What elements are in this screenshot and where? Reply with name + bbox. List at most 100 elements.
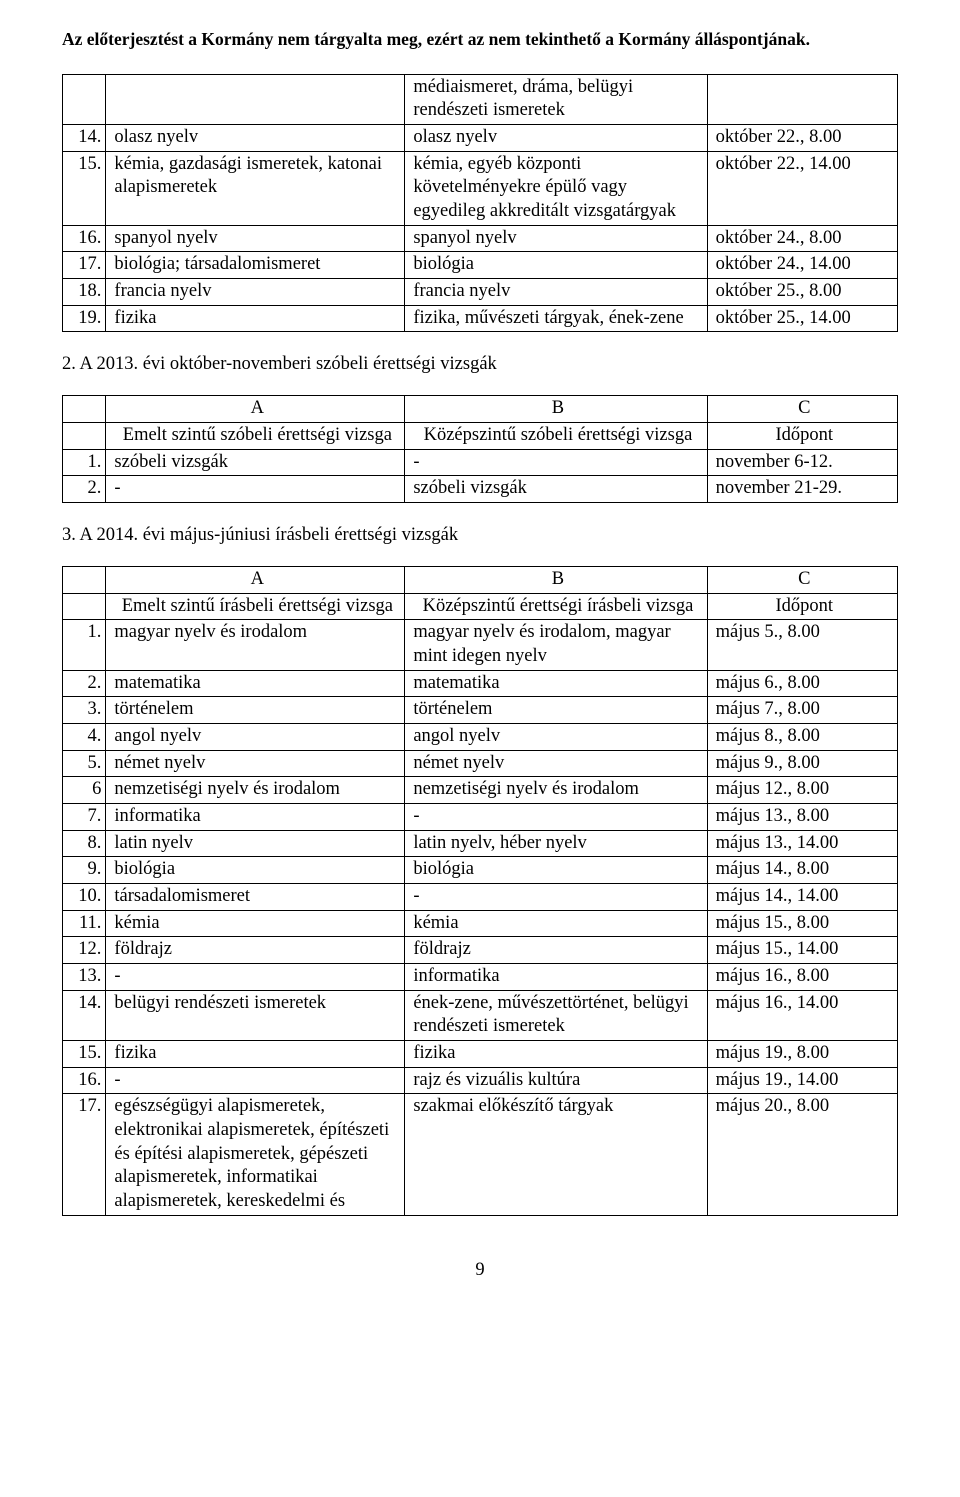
cell-c: május 8., 8.00 [707, 724, 897, 751]
table-row: 14.olasz nyelvolasz nyelvoktóber 22., 8.… [63, 124, 898, 151]
table-row: 4.angol nyelvangol nyelvmájus 8., 8.00 [63, 724, 898, 751]
cell-a: biológia; társadalomismeret [106, 252, 405, 279]
table-oct-written: médiaismeret, dráma, belügyi rendészeti … [62, 74, 898, 333]
cell-c: október 25., 14.00 [707, 305, 897, 332]
cell-b: matematika [405, 670, 707, 697]
table-row: 1.magyar nyelv és irodalommagyar nyelv é… [63, 620, 898, 670]
cell-a: - [106, 964, 405, 991]
col-desc-c: Időpont [707, 593, 897, 620]
col-label-c: C [707, 396, 897, 423]
cell-b: szóbeli vizsgák [405, 476, 707, 503]
table-row: 12.földrajzföldrajzmájus 15., 14.00 [63, 937, 898, 964]
cell-c [707, 74, 897, 124]
cell-b: történelem [405, 697, 707, 724]
cell-c: május 15., 8.00 [707, 910, 897, 937]
row-num: 7. [63, 804, 106, 831]
cell-b: német nyelv [405, 750, 707, 777]
cell-a: magyar nyelv és irodalom [106, 620, 405, 670]
page: Az előterjesztést a Kormány nem tárgyalt… [0, 0, 960, 1321]
cell-b: olasz nyelv [405, 124, 707, 151]
cell-c: május 5., 8.00 [707, 620, 897, 670]
cell-b: magyar nyelv és irodalom, magyar mint id… [405, 620, 707, 670]
col-desc-a: Emelt szintű írásbeli érettségi vizsga [106, 593, 405, 620]
row-num: 12. [63, 937, 106, 964]
col-desc-b: Középszintű szóbeli érettségi vizsga [405, 423, 707, 450]
cell-b: ének-zene, művészettörténet, belügyi ren… [405, 990, 707, 1040]
table-row: 3.történelemtörténelemmájus 7., 8.00 [63, 697, 898, 724]
row-num: 4. [63, 724, 106, 751]
cell-b: nemzetiségi nyelv és irodalom [405, 777, 707, 804]
table-row: médiaismeret, dráma, belügyi rendészeti … [63, 74, 898, 124]
cell-c: május 12., 8.00 [707, 777, 897, 804]
cell-c: május 7., 8.00 [707, 697, 897, 724]
cell-a: belügyi rendészeti ismeretek [106, 990, 405, 1040]
cell-a [106, 74, 405, 124]
row-num: 16. [63, 1067, 106, 1094]
table-row: 14.belügyi rendészeti ismeretekének-zene… [63, 990, 898, 1040]
cell-c: május 19., 8.00 [707, 1041, 897, 1068]
row-num: 14. [63, 990, 106, 1040]
row-num: 18. [63, 279, 106, 306]
row-num: 6 [63, 777, 106, 804]
page-number: 9 [62, 1260, 898, 1281]
col-label-b: B [405, 396, 707, 423]
row-num: 1. [63, 620, 106, 670]
row-num: 15. [63, 151, 106, 225]
cell-c: május 13., 14.00 [707, 830, 897, 857]
col-desc-a: Emelt szintű szóbeli érettségi vizsga [106, 423, 405, 450]
table-row: 13.-informatikamájus 16., 8.00 [63, 964, 898, 991]
cell-a: olasz nyelv [106, 124, 405, 151]
table-row: 7.informatika-május 13., 8.00 [63, 804, 898, 831]
cell-a: kémia, gazdasági ismeretek, katonai alap… [106, 151, 405, 225]
row-num [63, 396, 106, 423]
table-row: 15.kémia, gazdasági ismeretek, katonai a… [63, 151, 898, 225]
row-num: 16. [63, 225, 106, 252]
cell-a: földrajz [106, 937, 405, 964]
table-row: 1.szóbeli vizsgák-november 6-12. [63, 449, 898, 476]
cell-a: angol nyelv [106, 724, 405, 751]
cell-c: május 9., 8.00 [707, 750, 897, 777]
section2-title: 2. A 2013. évi október-novemberi szóbeli… [62, 354, 898, 375]
col-label-a: A [106, 396, 405, 423]
cell-c: május 14., 14.00 [707, 884, 897, 911]
row-num: 8. [63, 830, 106, 857]
cell-b: latin nyelv, héber nyelv [405, 830, 707, 857]
cell-c: május 20., 8.00 [707, 1094, 897, 1215]
cell-b: - [405, 884, 707, 911]
cell-a: kémia [106, 910, 405, 937]
table-row: 8.latin nyelvlatin nyelv, héber nyelvmáj… [63, 830, 898, 857]
cell-b: francia nyelv [405, 279, 707, 306]
cell-a: spanyol nyelv [106, 225, 405, 252]
cell-c: május 16., 14.00 [707, 990, 897, 1040]
col-desc-c: Időpont [707, 423, 897, 450]
cell-a: társadalomismeret [106, 884, 405, 911]
table-row: 6nemzetiségi nyelv és irodalomnemzetiség… [63, 777, 898, 804]
table-row: 10.társadalomismeret-május 14., 14.00 [63, 884, 898, 911]
cell-a: történelem [106, 697, 405, 724]
table-header-labels: Emelt szintű szóbeli érettségi vizsga Kö… [63, 423, 898, 450]
table-may-written: A B C Emelt szintű írásbeli érettségi vi… [62, 566, 898, 1216]
cell-a: egészségügyi alapismeretek, elektronikai… [106, 1094, 405, 1215]
cell-c: május 14., 8.00 [707, 857, 897, 884]
cell-b: spanyol nyelv [405, 225, 707, 252]
cell-b: földrajz [405, 937, 707, 964]
cell-c: november 21-29. [707, 476, 897, 503]
row-num: 17. [63, 1094, 106, 1215]
row-num: 14. [63, 124, 106, 151]
cell-a: biológia [106, 857, 405, 884]
table-row: 17.biológia; társadalomismeretbiológiaok… [63, 252, 898, 279]
cell-b: fizika [405, 1041, 707, 1068]
cell-c: október 25., 8.00 [707, 279, 897, 306]
row-num: 13. [63, 964, 106, 991]
table-row: 5.német nyelvnémet nyelvmájus 9., 8.00 [63, 750, 898, 777]
row-num: 17. [63, 252, 106, 279]
cell-b: - [405, 449, 707, 476]
cell-c: május 15., 14.00 [707, 937, 897, 964]
row-num: 1. [63, 449, 106, 476]
cell-a: fizika [106, 305, 405, 332]
row-num [63, 593, 106, 620]
row-num: 2. [63, 670, 106, 697]
row-num: 9. [63, 857, 106, 884]
cell-c: november 6-12. [707, 449, 897, 476]
table-row: 2.-szóbeli vizsgáknovember 21-29. [63, 476, 898, 503]
